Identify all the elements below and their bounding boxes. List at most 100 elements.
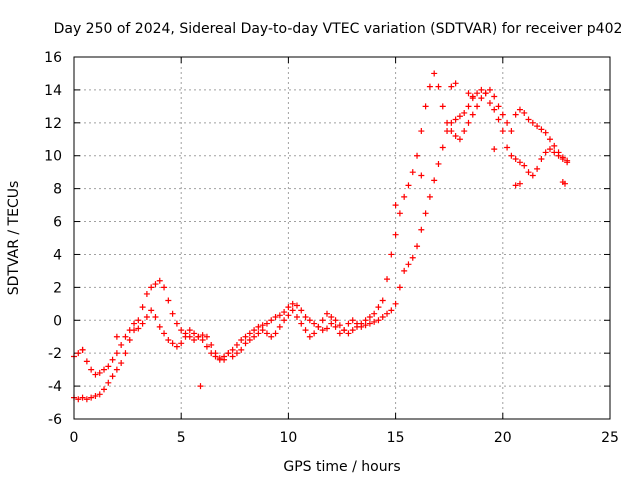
data-point [388, 307, 395, 314]
data-point [131, 327, 138, 334]
data-point [354, 320, 361, 327]
data-point [358, 323, 365, 330]
data-point [371, 310, 378, 317]
data-point [465, 119, 472, 126]
data-point [439, 103, 446, 110]
y-tick-label: 10 [44, 149, 62, 165]
plot-frame [73, 56, 611, 420]
data-point [233, 341, 240, 348]
data-point [435, 83, 442, 90]
data-point [113, 366, 120, 373]
data-points [71, 70, 571, 403]
data-point [328, 320, 335, 327]
data-point [414, 152, 421, 159]
data-point [439, 144, 446, 151]
data-point [465, 90, 472, 97]
data-point [469, 93, 476, 100]
data-point [465, 103, 472, 110]
data-point [191, 330, 198, 337]
data-point [238, 337, 245, 344]
data-point [469, 111, 476, 118]
data-point [426, 83, 433, 90]
axis-ticks: 0 5 10 15 20 25 -6 -4 -2 0 2 4 6 8 10 12 14 16 [44, 50, 619, 446]
data-point [113, 350, 120, 357]
data-point [516, 159, 523, 166]
data-point [122, 333, 129, 340]
data-point [546, 136, 553, 143]
data-point [341, 327, 348, 334]
data-point [315, 323, 322, 330]
data-point [542, 129, 549, 136]
data-point [396, 210, 403, 217]
x-tick-label: 15 [387, 430, 405, 446]
data-point [118, 360, 125, 367]
data-point [426, 193, 433, 200]
data-point [238, 346, 245, 353]
data-point [131, 320, 138, 327]
grid [74, 57, 610, 419]
data-point [105, 379, 112, 386]
data-point [148, 307, 155, 314]
data-point [122, 350, 129, 357]
data-point [551, 142, 558, 149]
data-point [251, 327, 258, 334]
data-point [285, 304, 292, 311]
data-point [255, 330, 262, 337]
data-point [375, 304, 382, 311]
data-point [229, 353, 236, 360]
x-axis-label: GPS time / hours [283, 459, 400, 475]
data-point [491, 93, 498, 100]
data-point [195, 333, 202, 340]
data-point [564, 159, 571, 166]
data-point [178, 327, 185, 334]
data-point [328, 313, 335, 320]
data-point [263, 320, 270, 327]
data-point [221, 353, 228, 360]
data-point [534, 165, 541, 172]
data-point [88, 366, 95, 373]
y-tick-label: 8 [53, 182, 62, 198]
data-point [422, 210, 429, 217]
data-point [96, 369, 103, 376]
data-point [401, 193, 408, 200]
data-point [113, 333, 120, 340]
data-point [491, 146, 498, 153]
data-point [208, 341, 215, 348]
data-point [349, 317, 356, 324]
data-point [246, 330, 253, 337]
data-point [375, 317, 382, 324]
data-point [186, 327, 193, 334]
data-point [456, 136, 463, 143]
data-point [169, 340, 176, 347]
data-point [165, 297, 172, 304]
data-point [268, 317, 275, 324]
data-point [409, 254, 416, 261]
data-point [551, 149, 558, 156]
data-point [311, 330, 318, 337]
data-point [452, 132, 459, 139]
data-point [534, 123, 541, 130]
data-point [173, 320, 180, 327]
data-point [401, 267, 408, 274]
data-point [101, 386, 108, 393]
data-point [225, 350, 232, 357]
y-tick-label: -2 [48, 346, 62, 362]
data-point [371, 318, 378, 325]
data-point [435, 160, 442, 167]
data-point [246, 337, 253, 344]
data-point [336, 330, 343, 337]
data-point [272, 313, 279, 320]
data-point [332, 317, 339, 324]
data-point [242, 340, 249, 347]
data-point [448, 83, 455, 90]
data-point [323, 325, 330, 332]
data-point [388, 251, 395, 258]
data-point [83, 358, 90, 365]
data-point [478, 86, 485, 93]
x-tick-label: 5 [177, 430, 186, 446]
data-point [516, 106, 523, 113]
data-point [362, 322, 369, 329]
data-point [281, 317, 288, 324]
data-point [259, 327, 266, 334]
